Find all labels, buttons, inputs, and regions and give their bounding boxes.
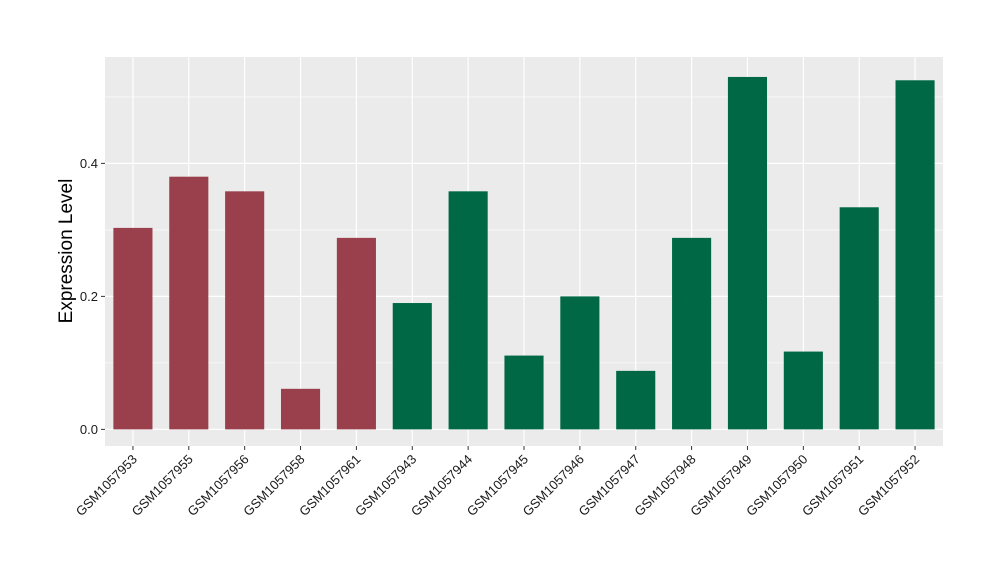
bar-GSM1057949 (727, 76, 768, 430)
bar-GSM1057943 (392, 303, 432, 430)
bar-GSM1057961 (336, 237, 376, 430)
bar-GSM1057944 (448, 191, 488, 430)
y-tick-label: 0.0 (80, 422, 98, 437)
bar-GSM1057947 (616, 370, 656, 430)
bar-GSM1057955 (169, 176, 209, 430)
bar-GSM1057946 (560, 296, 600, 430)
y-tick-label: 0.2 (80, 289, 98, 304)
bars (113, 76, 935, 430)
bar-GSM1057945 (504, 355, 544, 430)
bar-GSM1057948 (672, 237, 712, 430)
x-axis: GSM1057953GSM1057955GSM1057956GSM1057958… (73, 446, 922, 519)
bar-GSM1057956 (225, 191, 265, 430)
bar-GSM1057952 (895, 80, 935, 430)
y-axis: 0.0 0.2 0.4 (80, 156, 105, 437)
y-tick-label: 0.4 (80, 156, 98, 171)
bar-GSM1057958 (280, 388, 321, 430)
bar-GSM1057950 (783, 351, 823, 430)
y-axis-title: Expression Level (56, 179, 77, 324)
bar-GSM1057953 (113, 227, 153, 430)
bar-GSM1057951 (839, 207, 879, 430)
